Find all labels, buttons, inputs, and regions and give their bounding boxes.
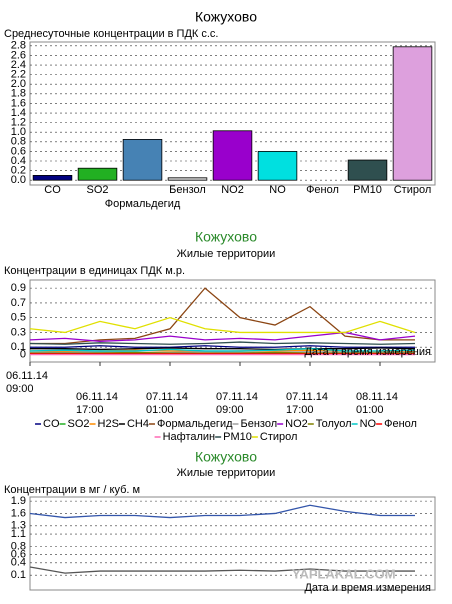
y-tick-label: 1.4 — [11, 107, 26, 119]
y-axis-label: Концентрации в мг / куб. м — [4, 484, 140, 496]
y-tick-label: 2.2 — [11, 69, 26, 81]
y-tick-label: 0.2 — [11, 165, 26, 177]
y-tick-label: 0 — [20, 349, 26, 361]
y-tick-label: 0.6 — [11, 549, 26, 561]
y-tick-label: 0.8 — [11, 136, 26, 148]
x-tick-label: CO — [44, 184, 61, 196]
legend-label: Стирол — [260, 431, 298, 443]
legend-label: Фенол — [384, 418, 417, 430]
x-tick-label: Формальдегид — [105, 198, 181, 210]
bar — [167, 177, 208, 181]
legend-label: CO — [43, 418, 60, 430]
chart-title: Кожухово — [195, 229, 257, 245]
series-line — [30, 351, 415, 354]
x-tick-label: 07.11.14 01:00 — [146, 391, 188, 416]
x-tick-label: 06.11.14 17:00 — [76, 391, 118, 416]
series-line — [29, 316, 416, 334]
x-tick-label: 07.11.14 17:00 — [286, 391, 328, 416]
y-tick-label: 1.1 — [11, 528, 26, 540]
legend-label: NO — [360, 418, 377, 430]
x-tick-label: Стирол — [394, 184, 432, 196]
y-tick-label: 2.4 — [11, 59, 26, 71]
legend-label: Толуол — [316, 418, 352, 430]
legend-label: H2S — [98, 418, 119, 430]
bar — [257, 151, 298, 181]
y-tick-label: 0.9 — [11, 282, 26, 294]
chart-title: Кожухово — [195, 9, 257, 25]
bar — [32, 175, 73, 181]
y-tick-label: 1.6 — [11, 97, 26, 109]
x-tick-label: SO2 — [86, 184, 108, 196]
chart-subtitle: Жилые территории — [177, 248, 276, 260]
x-tick-label: Бензол — [169, 184, 206, 196]
plot-frame — [29, 41, 436, 186]
watermark: YAPLAKAL.COM — [292, 566, 396, 581]
legend-label: Бензол — [241, 418, 278, 430]
bar — [347, 159, 388, 181]
y-tick-label: 0.4 — [11, 155, 26, 167]
y-tick-label: 2.6 — [11, 49, 26, 61]
y-tick-label: 1.6 — [11, 507, 26, 519]
bar — [122, 139, 163, 181]
x-axis-label: Дата и время измерения — [304, 346, 431, 358]
series-line — [29, 341, 416, 345]
y-tick-label: 1.9 — [11, 495, 26, 507]
x-tick-label: PM10 — [353, 184, 382, 196]
bar — [77, 167, 118, 181]
plot-frame — [29, 279, 436, 363]
y-tick-label: 0.1 — [11, 569, 26, 581]
legend-label: PM10 — [223, 431, 252, 443]
y-tick-label: 1.0 — [11, 126, 26, 138]
y-tick-label: 0.7 — [11, 297, 26, 309]
plot-frame — [29, 496, 436, 591]
y-axis-label: Концентрации в единицах ПДК м.р. — [4, 265, 185, 277]
series-line — [29, 348, 416, 352]
legend-label: Формальдегид — [157, 418, 233, 430]
x-tick-label: 08.11.14 01:00 — [356, 391, 398, 416]
y-tick-label: 0.3 — [11, 326, 26, 338]
series-line — [30, 345, 415, 348]
chart-title: Кожухово — [195, 449, 257, 465]
series-line — [30, 347, 416, 351]
series-line — [29, 566, 415, 574]
chart-subtitle: Жилые территории — [177, 467, 276, 479]
x-axis-label: Дата и время измерения — [304, 582, 431, 594]
legend-label: SO2 — [68, 418, 90, 430]
y-tick-label: 0.8 — [11, 540, 26, 552]
y-tick-label: 1.2 — [11, 117, 26, 129]
y-tick-label: 2.0 — [11, 78, 26, 90]
series-line — [29, 331, 416, 342]
y-tick-label: 0.6 — [11, 145, 26, 157]
y-tick-label: 0.0 — [11, 174, 26, 186]
x-tick-label: Фенол — [306, 184, 339, 196]
y-tick-label: 2.8 — [11, 40, 26, 52]
x-tick-label: 07.11.14 09:00 — [216, 391, 258, 416]
bar — [212, 130, 253, 181]
y-tick-label: 0.5 — [11, 312, 26, 324]
y-tick-label: 0.1 — [11, 341, 26, 353]
x-tick-label: NO2 — [221, 184, 244, 196]
bar — [392, 46, 433, 181]
y-tick-label: 1.8 — [11, 88, 26, 100]
y-tick-label: 1.3 — [11, 520, 26, 532]
legend-label: NO2 — [285, 418, 308, 430]
y-tick-label: 0.4 — [11, 557, 26, 569]
legend-label: CH4 — [127, 418, 149, 430]
series-line — [29, 504, 415, 519]
chart-subtitle: Среднесуточные концентрации в ПДК с.с. — [4, 28, 218, 40]
legend-label: Нафталин — [163, 431, 216, 443]
x-tick-label: 06.11.14 09:00 — [6, 370, 48, 395]
series-line — [30, 351, 415, 354]
x-tick-label: NO — [269, 184, 286, 196]
